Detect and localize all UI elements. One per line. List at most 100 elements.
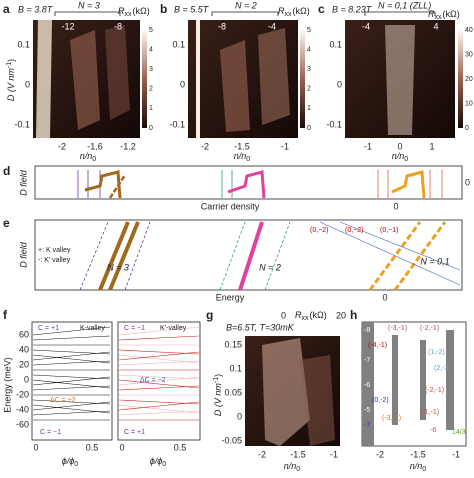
panel-d: d D field Carrier density 0 0 [3, 164, 470, 211]
x-label-main: n/n [410, 461, 423, 471]
orbit-label: (0,−1) [380, 227, 398, 234]
legend-entry: -: K' valley [38, 257, 71, 264]
x-label-main: ϕ/ϕ [150, 456, 163, 466]
y-tick: -20 [16, 389, 29, 399]
colorbar-tick: 3 [149, 66, 153, 73]
y-tick: 0.1 [329, 39, 342, 49]
frame [117, 321, 201, 441]
x-label-sub: 0 [74, 461, 78, 468]
colorbar-tick: 4 [149, 46, 153, 53]
state-label: -5 [364, 407, 370, 414]
zigzag [84, 170, 122, 199]
level [219, 221, 291, 291]
y-tick: -60 [16, 419, 29, 429]
rxx-sub: xx [285, 11, 293, 18]
rxx: R [428, 9, 435, 19]
colorbar-tick: 2 [149, 86, 153, 93]
fan-line [118, 385, 200, 391]
state-label: (2,-3) [434, 365, 451, 372]
x-tick: -1.5 [234, 141, 250, 151]
filling: N = 3 [107, 262, 129, 272]
state-label: -8 [364, 327, 370, 334]
x-label: Energy [216, 292, 245, 302]
state-label: (-3,-1) [382, 415, 401, 422]
top-tick: 4 [433, 21, 438, 31]
feature [105, 25, 130, 120]
feature [220, 40, 250, 132]
panel-label: d [3, 164, 10, 178]
top-tick: -12 [61, 21, 74, 31]
colorbar-tick: 0 [465, 125, 469, 132]
colorbar-tick: 5 [149, 27, 153, 34]
bracket [211, 11, 279, 16]
rxx-sub: xx [302, 315, 310, 322]
x-label: n/n0 [234, 151, 251, 162]
fan-line [118, 410, 200, 416]
x-tick: -2 [376, 449, 384, 459]
y-label: D field [18, 241, 28, 268]
feature [262, 338, 310, 446]
right-tick: 0 [465, 177, 470, 187]
panel-g: g B=6.5T, T=30mK Rxx(kΩ) 0 20 D (V nm-1)… [206, 308, 346, 473]
x-tick: -2 [201, 141, 209, 151]
y-tick: 0.15 [224, 339, 242, 349]
colorbar-tick: 20 [336, 310, 346, 320]
x-label-sub: 0 [296, 466, 300, 473]
gap [420, 340, 426, 420]
fan-line [32, 326, 111, 336]
rxx: R [295, 310, 302, 320]
state-label: (1,-2) [428, 349, 445, 356]
colorbar-tick: 40 [465, 27, 473, 34]
colorbar-tick: 0 [307, 125, 311, 132]
x-tick: -1 [452, 449, 460, 459]
butterfly [32, 326, 200, 421]
y-tick: 0.05 [224, 387, 242, 397]
unit: (kΩ) [293, 6, 310, 16]
colorbar-tick: 1 [149, 105, 153, 112]
gap [362, 322, 374, 446]
panel-label: b [160, 2, 167, 16]
state-label: -6 [364, 382, 370, 389]
colorbar-tick: 0 [149, 125, 153, 132]
fan-line [118, 401, 200, 411]
x-label: n/n0 [410, 461, 427, 472]
y-label-sup: -1 [6, 62, 13, 68]
bracket [364, 11, 436, 16]
feature [300, 355, 335, 446]
title: B=6.5T, T=30mK [226, 322, 295, 332]
gap [392, 335, 398, 425]
state-label: (-2,-1) [425, 387, 444, 394]
y-label-end: ) [6, 59, 16, 62]
colorbar [458, 30, 463, 128]
zigzag [391, 170, 426, 199]
y-tick: -40 [16, 404, 29, 414]
level [319, 221, 461, 286]
x-tick: -2 [258, 449, 266, 459]
y-label: D (V nm-1) [213, 374, 224, 416]
field: B = 5.5T [174, 4, 210, 14]
zero: 0 [382, 292, 387, 302]
y-label-main: D (V nm [6, 68, 16, 102]
x-tick: 0 [397, 141, 402, 151]
fan-line [32, 376, 111, 386]
y-label-main: D (V nm [213, 383, 223, 417]
zero: 0 [393, 201, 398, 211]
field: B = 3.8T [18, 4, 54, 14]
colorbar [300, 30, 305, 128]
unit: (kΩ) [133, 6, 150, 16]
fan-line [32, 335, 111, 341]
x-tick: -1.2 [120, 141, 136, 151]
y-tick: -0.05 [221, 435, 242, 445]
unit: (kΩ) [443, 9, 460, 19]
x-label-sub: 0 [246, 156, 250, 163]
y-tick: 20 [19, 359, 29, 369]
x-tick: 0.5 [86, 442, 99, 452]
zigzag [227, 170, 266, 199]
x-label-sub: 0 [162, 461, 166, 468]
rxx-sub: xx [125, 11, 133, 18]
x-label: Carrier density [201, 201, 260, 211]
x-label-main: n/n [392, 151, 405, 161]
x-label-main: n/n [234, 151, 247, 161]
y-tick: 0.1 [229, 363, 242, 373]
x-tick: -1 [364, 141, 372, 151]
